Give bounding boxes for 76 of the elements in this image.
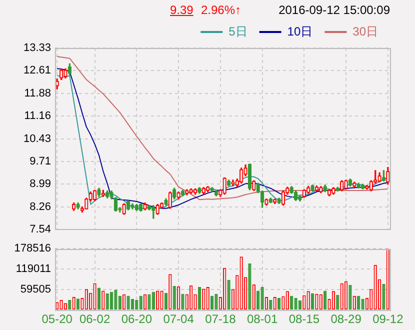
x-tick-label: 08-01	[246, 312, 278, 326]
y-tick-label: 11.16	[24, 110, 51, 122]
candlestick	[214, 190, 218, 196]
candlestick	[323, 184, 327, 192]
candlestick	[189, 188, 193, 194]
text: 2.96%↑	[201, 3, 242, 17]
candlestick	[164, 198, 168, 206]
candlestick	[277, 198, 281, 204]
candlestick	[306, 186, 310, 194]
x-tick-label: 07-04	[163, 312, 194, 326]
candlestick	[268, 198, 272, 204]
y-tick-label: 13.33	[23, 42, 51, 54]
y-tick-label: 59505	[20, 283, 51, 296]
y-tick-label: 8.99	[30, 178, 51, 190]
candlestick	[172, 188, 176, 200]
x-tick-label: 08-29	[330, 312, 362, 326]
candlestick	[185, 189, 189, 196]
y-tick-label: 12.61	[23, 64, 51, 77]
candlestick	[240, 168, 244, 184]
candlestick	[130, 203, 134, 210]
x-tick-label: 06-02	[79, 312, 110, 326]
candlestick	[126, 200, 130, 210]
candlestick	[76, 202, 80, 210]
candlestick	[198, 187, 202, 194]
candlestick	[222, 177, 226, 195]
x-tick-label: 07-18	[205, 312, 236, 326]
candlestick	[176, 191, 180, 200]
candlestick	[327, 189, 332, 196]
candlestick	[369, 180, 373, 192]
candlestick	[59, 68, 64, 80]
candlestick	[352, 182, 356, 188]
y-tick-label: 178516	[14, 242, 51, 255]
text: 2016-09-12 15:00:09	[278, 3, 390, 17]
candlestick	[386, 167, 390, 185]
candlestick	[106, 190, 110, 198]
candlestick	[382, 170, 386, 182]
candlestick	[340, 180, 344, 192]
candlestick	[202, 187, 206, 195]
candlestick	[139, 203, 143, 212]
candlestick	[252, 180, 256, 191]
candlestick	[143, 202, 147, 210]
candlestick	[378, 172, 382, 182]
candlestick	[231, 180, 235, 186]
candlestick	[264, 198, 268, 206]
candlestick	[319, 186, 323, 194]
candlestick	[92, 190, 97, 201]
candlestick	[332, 187, 336, 195]
y-tick-label: 8.26	[30, 200, 51, 213]
candlestick	[336, 186, 340, 192]
legend-label: 5日	[228, 24, 248, 38]
legend-label: 10日	[287, 24, 313, 38]
x-tick-label: 08-15	[288, 312, 320, 326]
candlestick	[72, 202, 76, 211]
candlestick	[152, 204, 156, 219]
y-tick-label: 10.43	[23, 132, 51, 145]
candlestick	[122, 203, 126, 215]
y-tick-label: 9.71	[30, 155, 51, 168]
x-tick-label: 06-20	[121, 312, 152, 326]
candlestick	[64, 68, 68, 78]
legend-label: 30日	[352, 24, 378, 38]
candlestick	[348, 178, 352, 186]
candlestick	[302, 189, 306, 198]
candlestick	[180, 190, 185, 196]
text: 9.39	[170, 3, 194, 17]
candlestick	[298, 195, 302, 202]
y-tick-label: 7.54	[30, 223, 51, 236]
candlestick	[344, 180, 348, 190]
x-tick-label: 09-12	[372, 312, 404, 326]
candlestick	[168, 191, 172, 209]
candlestick	[97, 188, 101, 197]
candlestick	[210, 187, 214, 192]
candlestick	[134, 204, 138, 211]
y-tick-label: 119011	[16, 262, 51, 275]
y-tick-label: 11.88	[24, 87, 51, 100]
x-tick-label: 05-20	[42, 312, 73, 326]
candlestick	[310, 184, 314, 192]
